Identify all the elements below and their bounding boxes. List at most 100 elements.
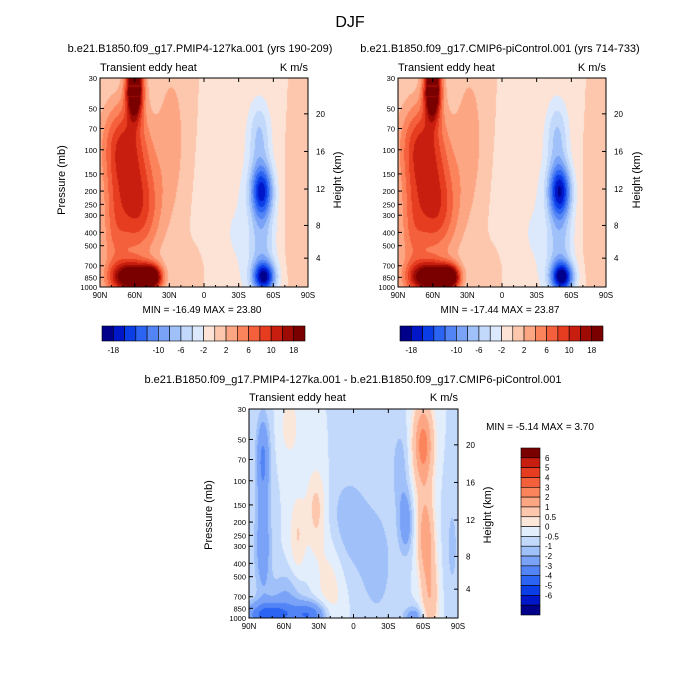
colorbar-box bbox=[580, 325, 593, 342]
colorbar-label: 2 bbox=[224, 346, 229, 355]
y-right-tick-label: 4 bbox=[466, 585, 471, 594]
colorbar-box bbox=[248, 325, 261, 342]
colorbar-box bbox=[520, 467, 541, 478]
x-tick-label: 60S bbox=[564, 291, 578, 300]
x-tick-label: 60N bbox=[276, 622, 291, 631]
y-tick-label: 30 bbox=[238, 405, 246, 414]
colorbar-box bbox=[520, 486, 541, 498]
colorbar-box bbox=[520, 565, 541, 577]
colorbar-label: 10 bbox=[267, 346, 276, 355]
y-tick-label: 400 bbox=[233, 559, 246, 568]
y-tick-label: 1000 bbox=[378, 283, 395, 292]
colorbar-label: 0 bbox=[545, 523, 550, 532]
x-tick-label: 0 bbox=[351, 622, 356, 631]
colorbar-box bbox=[489, 325, 502, 342]
colorbar-box bbox=[270, 325, 283, 342]
colorbar-label: -2 bbox=[200, 346, 208, 355]
contour-fill bbox=[398, 78, 606, 287]
contour-fill bbox=[100, 78, 308, 287]
axes: 90N 60N 30N 0 30S 60S 90S 30 50 70 100 150 200 250 300… bbox=[378, 74, 623, 300]
y-tick-label: 250 bbox=[84, 200, 97, 209]
x-tick-label: 60N bbox=[425, 291, 440, 300]
y-right-tick-label: 12 bbox=[466, 516, 475, 525]
y-tick-label: 200 bbox=[84, 187, 97, 196]
y-tick-label: 700 bbox=[382, 262, 395, 271]
colorbar-box bbox=[523, 325, 536, 342]
colorbar-box bbox=[546, 325, 559, 342]
y-axis-label-right: Height (km) bbox=[482, 487, 494, 544]
colorbar-box bbox=[520, 545, 541, 557]
panel-title: b.e21.B1850.f09_g17.PMIP4-127ka.001 (yrs… bbox=[68, 43, 333, 55]
panel-difference: b.e21.B1850.f09_g17.PMIP4-127ka.001 - b.… bbox=[144, 374, 594, 631]
colorbar-label: -3 bbox=[545, 562, 553, 571]
y-tick-label: 200 bbox=[233, 518, 246, 527]
colorbar-box bbox=[112, 325, 125, 342]
colorbar-label: -18 bbox=[405, 346, 417, 355]
colorbar-box bbox=[214, 325, 227, 342]
colorbar-box bbox=[433, 325, 446, 342]
x-tick-label: 30N bbox=[460, 291, 475, 300]
colorbar-box bbox=[520, 604, 541, 616]
right-string: K m/s bbox=[430, 392, 459, 404]
y-axis-label-right: Height (km) bbox=[631, 152, 643, 209]
colorbar-box bbox=[520, 506, 541, 518]
contour-plot bbox=[249, 409, 458, 618]
panel-pmip4: b.e21.B1850.f09_g17.PMIP4-127ka.001 (yrs… bbox=[56, 43, 344, 355]
figure-title: DJF bbox=[335, 14, 365, 31]
colorbar-label: 2 bbox=[545, 493, 550, 502]
y-tick-label: 30 bbox=[89, 74, 97, 83]
y-tick-label: 30 bbox=[387, 74, 395, 83]
y-tick-label: 150 bbox=[233, 501, 246, 510]
x-tick-label: 90S bbox=[301, 291, 315, 300]
y-right-tick-label: 8 bbox=[466, 552, 471, 561]
colorbar-box bbox=[568, 325, 581, 342]
colorbar-box bbox=[591, 325, 604, 342]
y-right-tick-label: 20 bbox=[466, 441, 475, 450]
colorbar-label: 10 bbox=[565, 346, 574, 355]
left-string: Transient eddy heat bbox=[249, 392, 346, 404]
colorbar-box bbox=[259, 325, 272, 342]
minmax-text: MIN = -17.44 MAX = 23.87 bbox=[441, 305, 560, 316]
colorbar-label: 3 bbox=[545, 483, 550, 492]
colorbar-label: 6 bbox=[544, 346, 549, 355]
y-tick-label: 50 bbox=[387, 104, 395, 113]
colorbar-box bbox=[520, 516, 541, 527]
colorbar-box bbox=[557, 325, 570, 342]
colorbar-box bbox=[520, 526, 541, 537]
panel-picontrol: b.e21.B1850.f09_g17.CMIP6-piControl.001 … bbox=[360, 43, 643, 355]
y-right-tick-label: 16 bbox=[466, 478, 475, 487]
panel-title: b.e21.B1850.f09_g17.CMIP6-piControl.001 … bbox=[360, 43, 639, 55]
colorbar-box bbox=[203, 325, 216, 342]
colorbar: -18 -10 -6 -2 2 6 10 18 bbox=[399, 325, 604, 355]
y-tick-label: 100 bbox=[233, 477, 246, 486]
colorbar-box bbox=[169, 325, 182, 342]
colorbar-box bbox=[520, 457, 541, 468]
y-tick-label: 150 bbox=[84, 170, 97, 179]
colorbar-label: 18 bbox=[587, 346, 596, 355]
colorbar-label: -4 bbox=[545, 572, 553, 581]
colorbar-label: 6 bbox=[246, 346, 251, 355]
y-tick-label: 100 bbox=[382, 146, 395, 155]
colorbar-label: -1 bbox=[545, 542, 553, 551]
x-tick-label: 90S bbox=[451, 622, 465, 631]
colorbar-box bbox=[520, 496, 541, 508]
colorbar-box bbox=[293, 325, 306, 342]
colorbar-label: -10 bbox=[451, 346, 463, 355]
y-tick-label: 850 bbox=[233, 604, 246, 613]
y-tick-label: 70 bbox=[238, 456, 246, 465]
y-right-tick-label: 4 bbox=[316, 254, 321, 263]
colorbar-box bbox=[444, 325, 457, 342]
colorbar-box bbox=[535, 325, 547, 342]
contour-plot bbox=[100, 78, 308, 287]
x-tick-label: 60S bbox=[266, 291, 280, 300]
minmax-text: MIN = -5.14 MAX = 3.70 bbox=[486, 422, 594, 433]
y-tick-label: 250 bbox=[382, 200, 395, 209]
y-tick-label: 50 bbox=[238, 435, 246, 444]
colorbar-box bbox=[520, 575, 541, 586]
colorbar-box bbox=[520, 555, 541, 567]
colorbar-box bbox=[158, 325, 170, 342]
y-tick-label: 300 bbox=[233, 542, 246, 551]
y-tick-label: 850 bbox=[382, 273, 395, 282]
colorbar-label: -6 bbox=[177, 346, 185, 355]
